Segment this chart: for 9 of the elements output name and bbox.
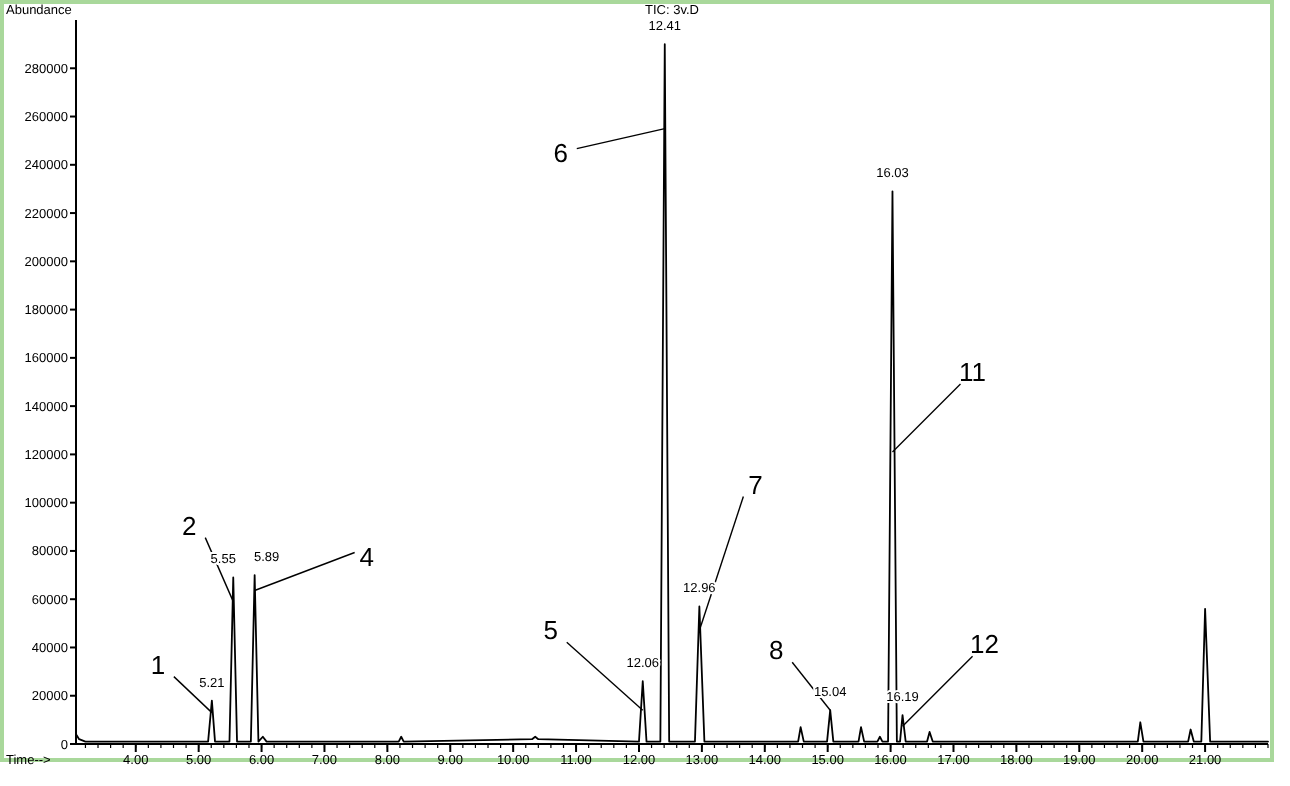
annotation: 1 (150, 649, 166, 680)
annotation: 4 (359, 541, 374, 572)
annotation: 6 (553, 137, 568, 168)
annotation: 7 (748, 469, 763, 500)
annotation: 5 (543, 615, 558, 646)
annotation: 11 (958, 357, 986, 388)
annotation: 8 (768, 635, 784, 666)
annotation: 12 (970, 629, 1000, 660)
annotation: 2 (182, 510, 197, 541)
